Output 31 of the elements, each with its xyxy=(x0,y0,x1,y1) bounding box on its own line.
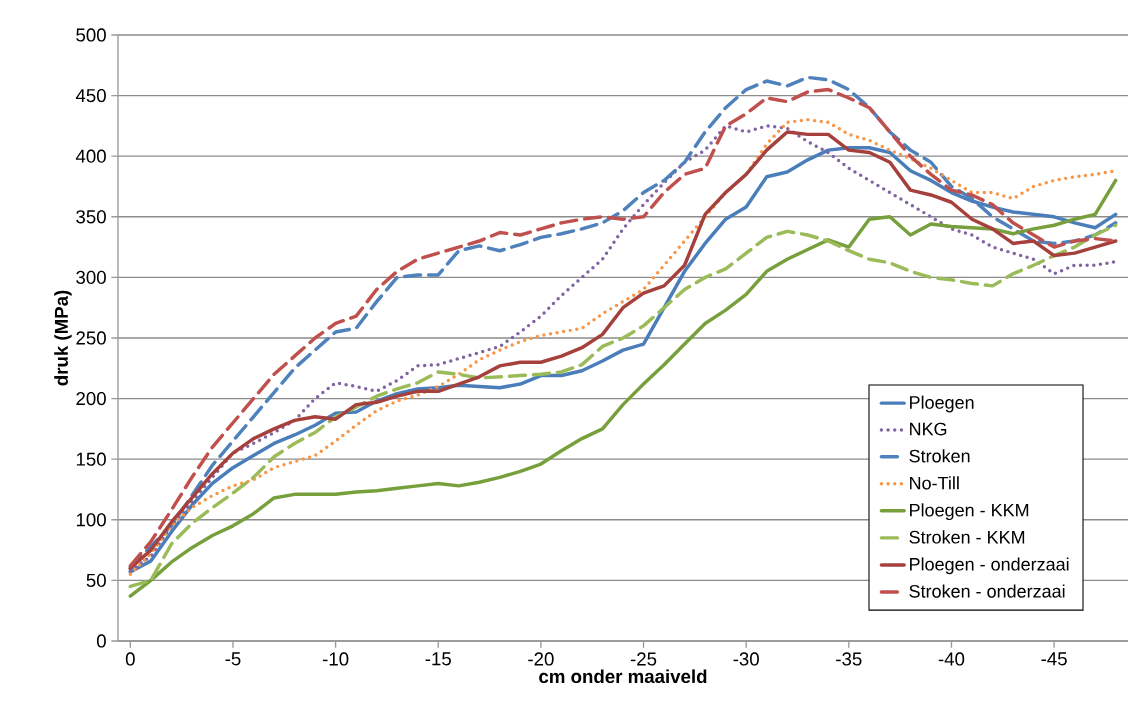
y-tick-label: 500 xyxy=(76,28,106,42)
y-tick-label: 350 xyxy=(76,210,106,224)
x-tick-label: -40 xyxy=(938,652,965,666)
y-tick-label: 450 xyxy=(75,88,106,103)
x-tick-label: 0 xyxy=(125,652,135,666)
legend-label: Stroken xyxy=(909,449,970,463)
y-tick-label: 250 xyxy=(76,331,106,345)
y-tick-label: 300 xyxy=(76,270,106,284)
legend-label: Ploegen - KKM xyxy=(910,503,1029,521)
y-axis-title: druk (MPa) xyxy=(54,290,72,386)
x-tick-label: -45 xyxy=(1041,652,1067,666)
y-tick-label: 200 xyxy=(76,391,106,406)
y-tick-label: 50 xyxy=(86,573,106,587)
y-tick-label: 150 xyxy=(76,452,106,466)
legend-label: NKG xyxy=(910,422,947,436)
y-tick-label: 100 xyxy=(76,513,106,527)
x-tick-label: -20 xyxy=(528,652,554,666)
legend-label: No-Till xyxy=(910,476,959,490)
legend-label: Stroken - KKM xyxy=(909,530,1025,544)
x-tick-label: -5 xyxy=(225,652,241,666)
x-tick-label: -25 xyxy=(630,652,657,666)
x-tick-label: -30 xyxy=(733,652,759,666)
y-tick-label: 0 xyxy=(96,634,106,648)
legend-label: Stroken - onderzaai xyxy=(909,584,1065,598)
x-tick-label: -10 xyxy=(322,652,349,666)
y-tick-label: 400 xyxy=(75,149,106,163)
legend-label: Ploegen xyxy=(910,395,974,413)
x-axis-title: cm onder maaiveld xyxy=(539,669,707,684)
legend-label: Ploegen - onderzaai xyxy=(910,557,1069,575)
x-tick-label: -15 xyxy=(425,652,451,666)
x-tick-label: -35 xyxy=(836,652,862,666)
